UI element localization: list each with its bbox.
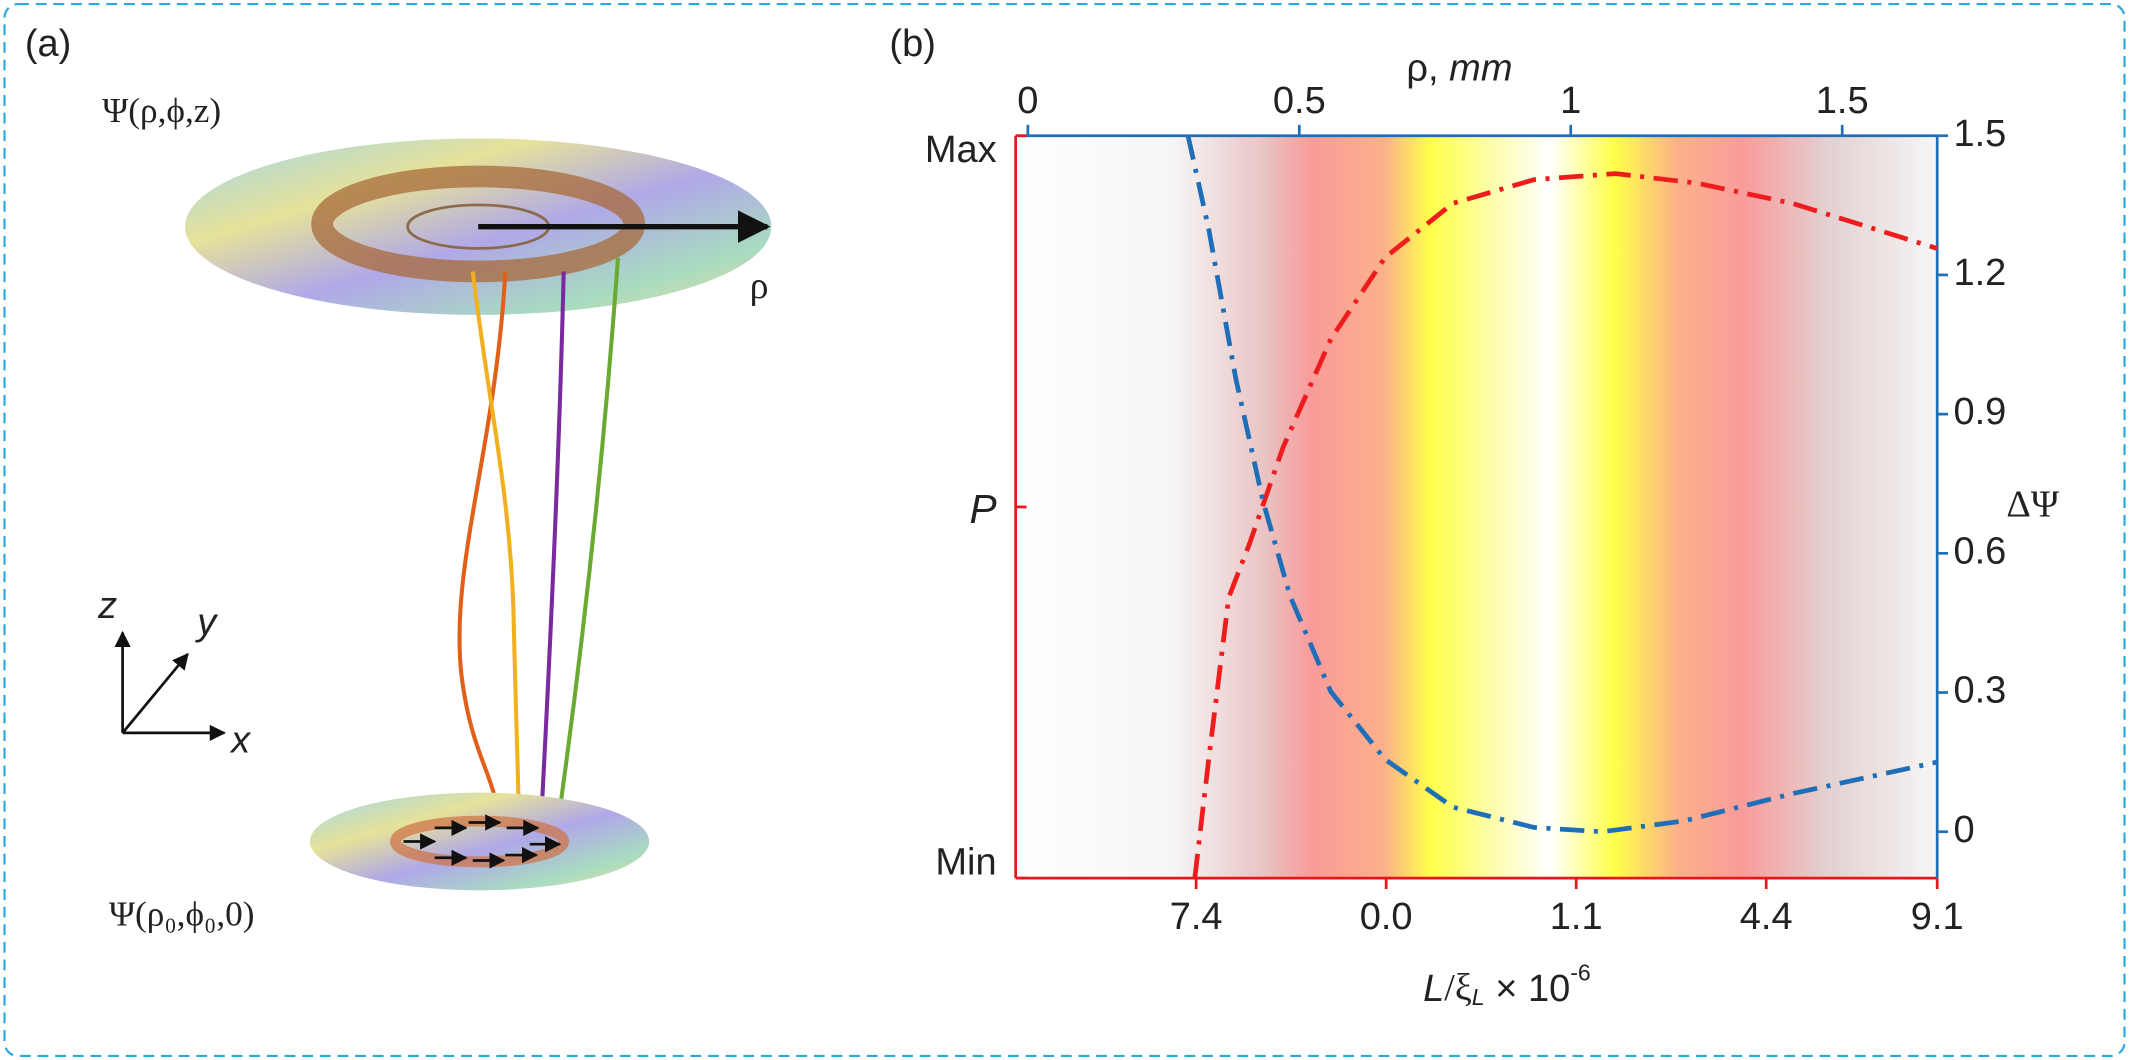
axis-label: x bbox=[229, 719, 252, 761]
y2-tick-label: 0.6 bbox=[1953, 530, 2006, 572]
label-part: × 10 bbox=[1485, 968, 1571, 1010]
y2-tick-label: 1.2 bbox=[1953, 252, 2006, 294]
y-tick-label: Min bbox=[935, 842, 996, 884]
axis-label: y bbox=[194, 601, 218, 643]
panel-b: (b) bbox=[889, 23, 935, 65]
axes-triad bbox=[114, 630, 227, 742]
series-line bbox=[1185, 135, 1938, 835]
panel-a: (a) Ψ(ρ,ϕ,z) ρ Ψ(ρ₀,ϕ₀,0) z y x bbox=[25, 23, 772, 934]
x-tick-label: 1.5 bbox=[1816, 80, 1869, 122]
y-tick-label: Max bbox=[925, 129, 997, 171]
frame bbox=[3, 2, 2126, 1058]
trajectory bbox=[457, 271, 508, 829]
field-label: Ψ(ρ,ϕ,z) bbox=[102, 91, 221, 130]
y2-tick-label: 1.5 bbox=[1953, 113, 2006, 155]
x-tick-label: 0.0 bbox=[1360, 896, 1413, 938]
label-part: L bbox=[1472, 984, 1485, 1010]
arrows bbox=[403, 814, 562, 869]
radial-label: ρ bbox=[750, 265, 769, 307]
y-axis-label: P bbox=[969, 486, 996, 532]
label-part: -6 bbox=[1570, 960, 1591, 986]
x-tick-label: 0 bbox=[1017, 80, 1038, 122]
x-tick-label: 4.4 bbox=[1740, 896, 1793, 938]
label-part: mm bbox=[1449, 48, 1512, 90]
y2-tick-label: 0.3 bbox=[1953, 670, 2006, 712]
x-bottom-label: L/ξL × 10-6 bbox=[1423, 960, 1591, 1010]
x-top-label: ρ, mm bbox=[1406, 48, 1512, 90]
x-tick-label: 1 bbox=[1560, 80, 1581, 122]
background-band bbox=[1015, 135, 1938, 879]
field-label: Ψ(ρ₀,ϕ₀,0) bbox=[109, 895, 255, 934]
x-tick-label: 9.1 bbox=[1911, 896, 1964, 938]
y2-tick-label: 0 bbox=[1953, 809, 1974, 851]
bottom-disk bbox=[309, 792, 650, 891]
axis-label: z bbox=[97, 585, 117, 627]
x-tick-label: 0.5 bbox=[1273, 80, 1326, 122]
x-tick-label: 7.4 bbox=[1170, 896, 1223, 938]
label-part: L bbox=[1423, 968, 1444, 1010]
label-part: /ξ bbox=[1444, 966, 1472, 1008]
panel-label: (a) bbox=[25, 23, 71, 65]
y2-tick-label: 0.9 bbox=[1953, 391, 2006, 433]
label-part: ρ, bbox=[1406, 48, 1449, 90]
trajectory bbox=[470, 271, 521, 831]
x-tick-label: 1.1 bbox=[1550, 896, 1603, 938]
y2-axis-label: ΔΨ bbox=[2006, 483, 2058, 525]
panel-label: (b) bbox=[889, 23, 935, 65]
trajectory bbox=[538, 271, 566, 831]
trajectory bbox=[554, 257, 621, 831]
